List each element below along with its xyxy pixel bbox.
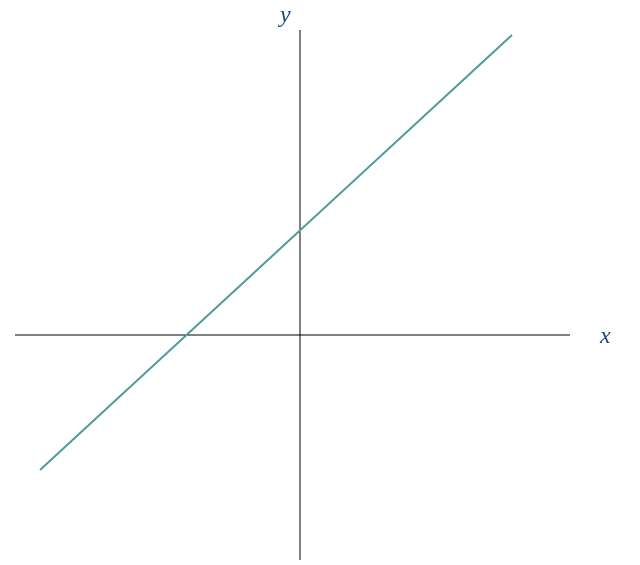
chart-background <box>0 0 640 565</box>
line-chart: x y <box>0 0 640 565</box>
y-axis-label: y <box>278 2 291 28</box>
x-axis-label: x <box>599 323 611 349</box>
chart-svg: x y <box>0 0 640 565</box>
